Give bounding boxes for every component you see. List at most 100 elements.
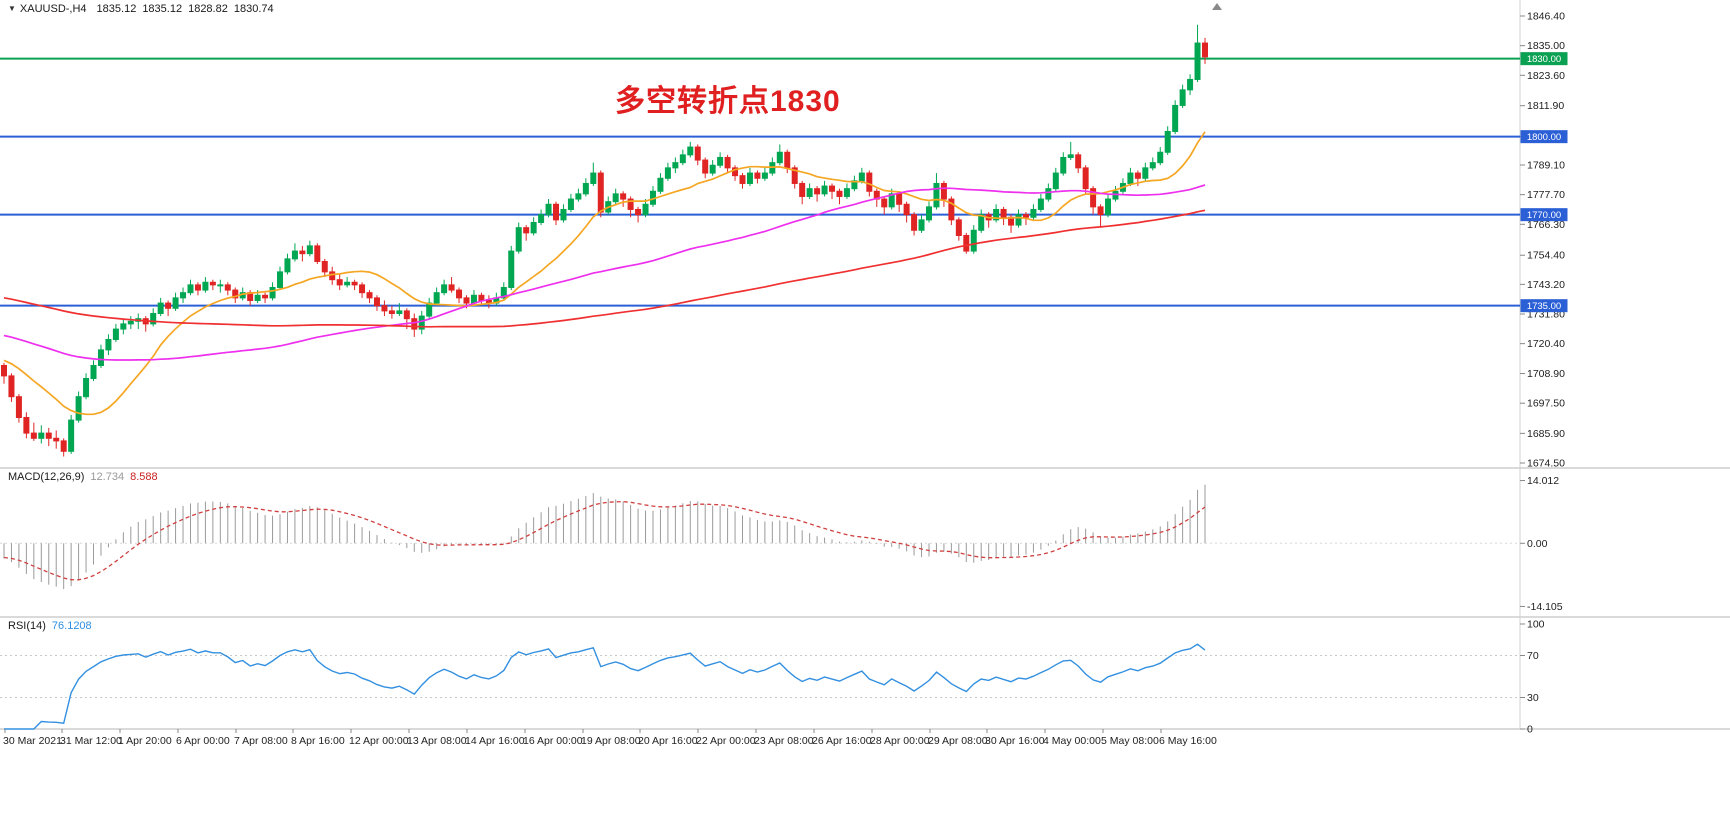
candle-body xyxy=(523,227,530,234)
candle-body xyxy=(746,172,753,184)
candle-body xyxy=(821,185,828,195)
candle-body xyxy=(754,172,761,179)
rsi-axis-label: 100 xyxy=(1527,619,1545,631)
time-axis-label: 14 Apr 16:00 xyxy=(465,735,525,747)
candle-body xyxy=(254,294,261,301)
price-level-tag xyxy=(1520,52,1568,66)
macd-signal-line xyxy=(3,501,1206,581)
candle-body xyxy=(1149,162,1156,169)
candle-body xyxy=(970,229,977,252)
candle-body xyxy=(127,320,134,325)
price-level-tag xyxy=(1520,130,1568,144)
price-axis-label: 1835.00 xyxy=(1527,40,1565,52)
candle-body xyxy=(694,146,701,161)
candle-body xyxy=(635,208,642,216)
candle-body xyxy=(784,151,791,169)
candle-body xyxy=(478,294,485,301)
candle-body xyxy=(1022,214,1029,218)
ohlc-close: 1830.74 xyxy=(233,3,274,15)
candle-body xyxy=(530,221,537,234)
scroll-to-end-icon[interactable] xyxy=(1212,3,1222,10)
candle-body xyxy=(888,193,895,208)
candle-body xyxy=(1187,78,1194,91)
chart-header: ▼ XAUUSD-,H4 1835.12 1835.12 1828.82 1830.74 xyxy=(8,3,280,15)
candle-body xyxy=(672,162,679,169)
symbol-dropdown-icon[interactable]: ▼ xyxy=(8,4,16,13)
candle-body xyxy=(433,292,440,304)
candle-body xyxy=(351,281,358,286)
candle-body xyxy=(1142,167,1149,179)
time-axis-label: 31 Mar 12:00 xyxy=(60,735,122,747)
candle-body xyxy=(1,364,7,377)
candle-body xyxy=(620,193,627,200)
candle-body xyxy=(1052,172,1059,190)
candle-body xyxy=(165,302,172,309)
candle-body xyxy=(1000,208,1007,218)
rsi-axis-label: 30 xyxy=(1527,692,1539,704)
ohlc-high: 1835.12 xyxy=(142,3,183,15)
candle-body xyxy=(739,175,746,184)
candle-body xyxy=(30,432,37,439)
time-axis-label: 5 May 08:00 xyxy=(1101,735,1159,747)
candle-body xyxy=(60,440,67,452)
candle-body xyxy=(284,258,291,273)
candle-body xyxy=(336,279,343,286)
price-level-tag-label: 1735.00 xyxy=(1527,301,1561,312)
price-axis-label: 1720.40 xyxy=(1527,338,1565,350)
macd-name: MACD(12,26,9) xyxy=(8,471,85,483)
time-axis-label: 23 Apr 08:00 xyxy=(754,735,814,747)
candle-body xyxy=(1030,208,1037,218)
candle-body xyxy=(963,234,970,252)
candle-body xyxy=(911,214,918,231)
candle-body xyxy=(1202,42,1208,58)
candle-body xyxy=(843,188,850,197)
macd-indicator-label: MACD(12,26,9) 12.734 8.588 xyxy=(8,471,158,483)
price-axis-label: 1789.10 xyxy=(1527,160,1565,172)
candle-body xyxy=(1060,156,1067,174)
price-level-tag xyxy=(1520,299,1568,313)
time-axis-label: 6 May 16:00 xyxy=(1159,735,1217,747)
candle-body xyxy=(500,286,507,299)
candle-body xyxy=(664,167,671,179)
candle-body xyxy=(269,286,276,299)
candle-body xyxy=(1134,172,1141,179)
candle-body xyxy=(687,146,694,156)
candle-body xyxy=(366,292,373,299)
candle-body xyxy=(806,188,813,197)
candle-body xyxy=(1097,206,1104,216)
price-axis-label: 1777.70 xyxy=(1527,189,1565,201)
candle-body xyxy=(545,203,552,216)
time-axis-label: 4 May 00:00 xyxy=(1043,735,1101,747)
candle-body xyxy=(515,227,522,252)
macd-axis-label: 0.00 xyxy=(1527,538,1548,550)
candle-body xyxy=(23,416,30,434)
candle-body xyxy=(314,245,321,262)
candle-body xyxy=(978,214,985,231)
candle-body xyxy=(157,302,164,314)
candle-body xyxy=(925,206,932,221)
candle-body xyxy=(112,328,119,340)
candle-body xyxy=(306,245,313,255)
price-axis-label: 1708.90 xyxy=(1527,368,1565,380)
time-axis-label: 12 Apr 00:00 xyxy=(349,735,409,747)
candle-body xyxy=(388,310,395,314)
candle-body xyxy=(597,172,604,213)
candle-body xyxy=(463,297,470,304)
candle-body xyxy=(150,312,157,325)
candle-body xyxy=(940,182,947,200)
time-axis-label: 30 Mar 2021 xyxy=(3,735,62,747)
price-axis-label: 1811.90 xyxy=(1527,100,1564,112)
price-axis-label: 1766.30 xyxy=(1527,219,1565,231)
price-level-tag-label: 1830.00 xyxy=(1527,54,1561,65)
ma-fast-line xyxy=(3,131,1206,416)
candle-body xyxy=(717,156,724,166)
macd-axis-label: -14.105 xyxy=(1527,601,1563,613)
candle-body xyxy=(1179,89,1186,106)
candle-body xyxy=(53,437,60,442)
time-axis-label: 13 Apr 08:00 xyxy=(407,735,467,747)
time-axis-label: 16 Apr 00:00 xyxy=(523,735,583,747)
candle-body xyxy=(858,172,865,182)
price-axis-label: 1754.40 xyxy=(1527,250,1565,262)
time-axis-label: 28 Apr 00:00 xyxy=(870,735,930,747)
